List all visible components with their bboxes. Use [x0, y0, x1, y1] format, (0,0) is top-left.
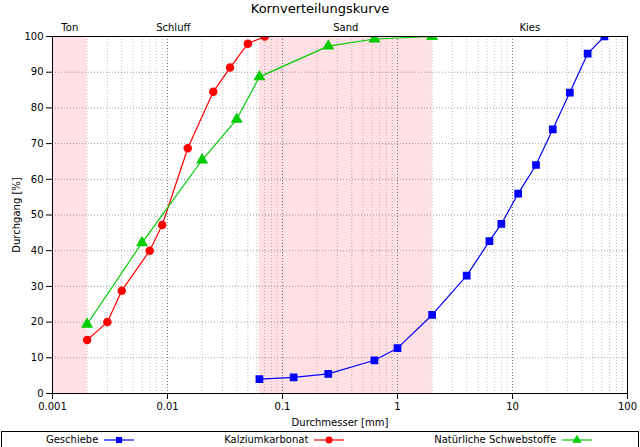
- html-text:Natürliche Schwebstoffe: Natürliche Schwebstoffe: [434, 434, 556, 445]
- svg-text:60: 60: [31, 174, 44, 185]
- html-text:Kornverteilungskurve: Kornverteilungskurve: [250, 1, 390, 16]
- svg-text:40: 40: [31, 245, 44, 256]
- svg-text:1: 1: [394, 401, 400, 412]
- svg-text:0.001: 0.001: [38, 401, 67, 412]
- svg-text:Sand: Sand: [333, 22, 358, 33]
- svg-text:Kies: Kies: [519, 22, 540, 33]
- svg-text:Durchgang [%]: Durchgang [%]: [11, 177, 22, 253]
- svg-text:10: 10: [506, 401, 519, 412]
- svg-text:0.01: 0.01: [156, 401, 178, 412]
- svg-text:100: 100: [618, 401, 637, 412]
- svg-text:100: 100: [24, 31, 43, 42]
- svg-text:10: 10: [31, 352, 44, 363]
- svg-text:70: 70: [31, 138, 44, 149]
- svg-text:20: 20: [31, 316, 44, 327]
- svg-text:0: 0: [37, 388, 43, 399]
- svg-text:Schluff: Schluff: [156, 22, 191, 33]
- svg-text:30: 30: [31, 281, 44, 292]
- html-text:Kalziumkarbonat: Kalziumkarbonat: [224, 434, 309, 445]
- svg-text:90: 90: [31, 66, 44, 77]
- svg-text:Ton: Ton: [60, 22, 78, 33]
- html-text:Geschiebe: Geschiebe: [45, 434, 99, 445]
- svg-text:50: 50: [31, 209, 44, 220]
- svg-text:0.1: 0.1: [275, 401, 291, 412]
- svg-text:80: 80: [31, 102, 44, 113]
- svg-text:Durchmesser [mm]: Durchmesser [mm]: [292, 417, 389, 428]
